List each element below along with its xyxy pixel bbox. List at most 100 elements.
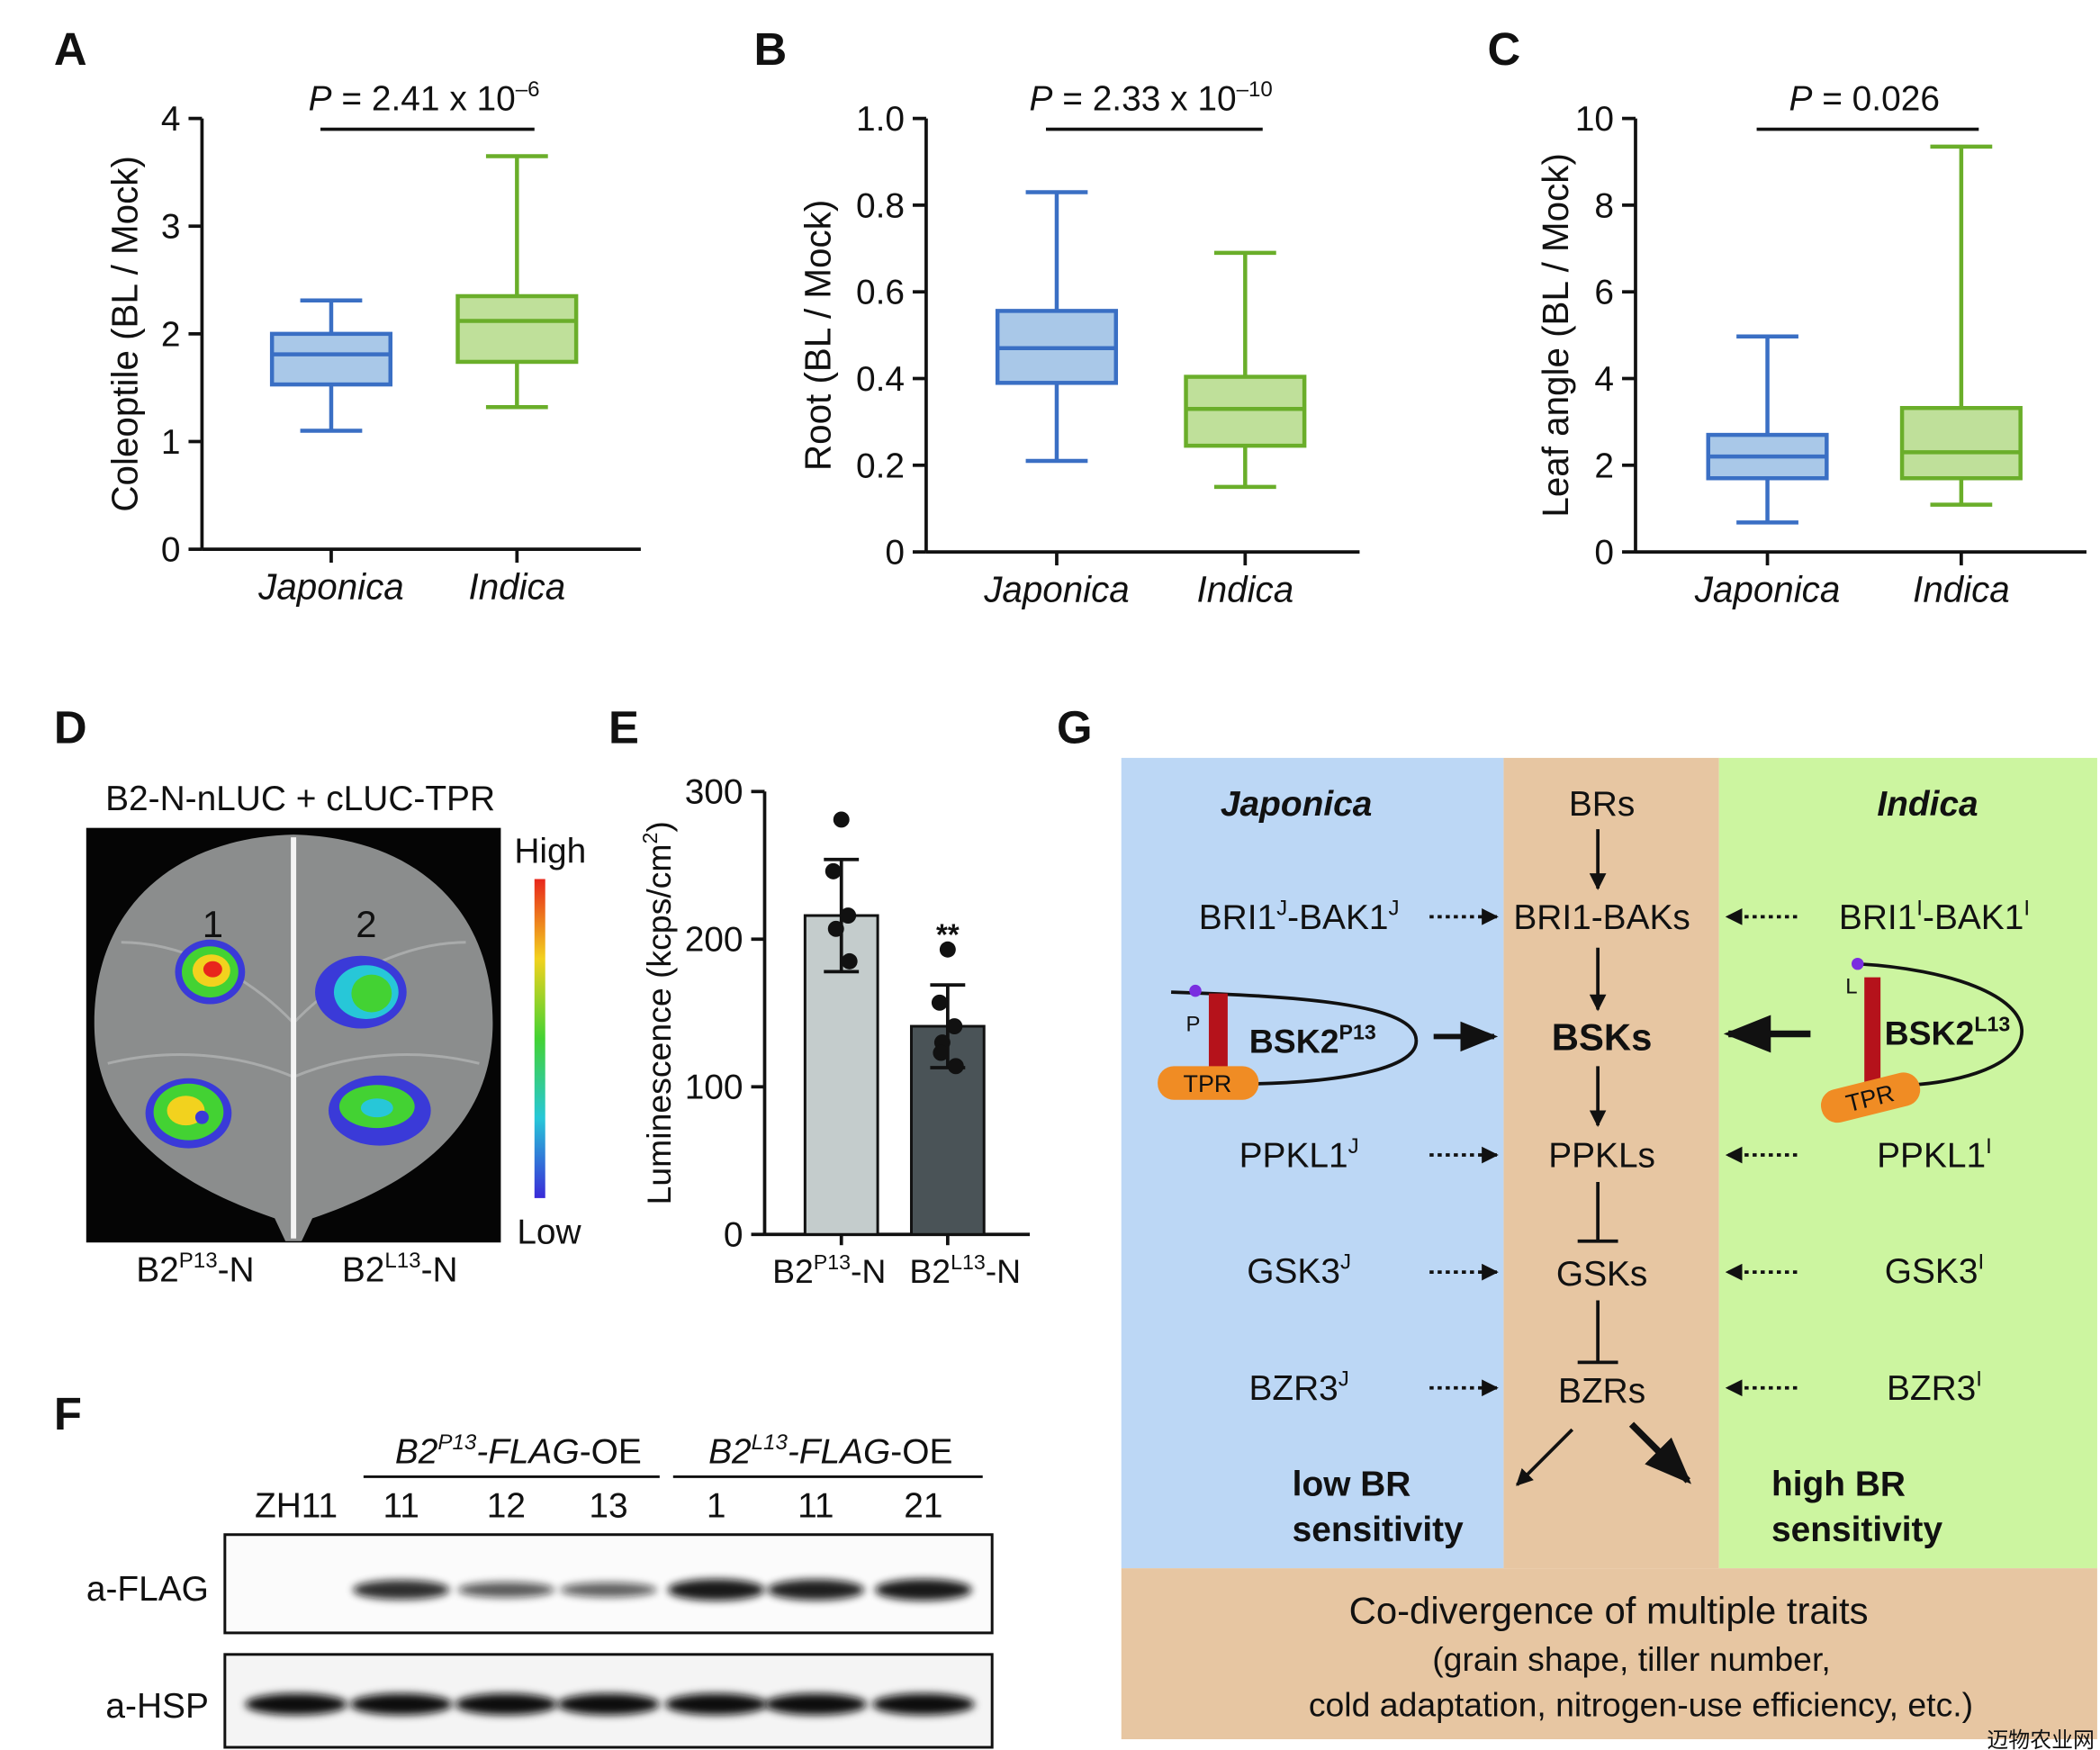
scale-label: High bbox=[514, 833, 586, 871]
image-label-part: -N bbox=[218, 1251, 255, 1290]
pathway-item-part: GSK3 bbox=[1885, 1252, 1978, 1291]
lane-label: ZH11 bbox=[255, 1486, 338, 1525]
p-value-part: P bbox=[1789, 80, 1812, 119]
pathway-item-part: J bbox=[1348, 1134, 1359, 1159]
panel-letter: F bbox=[54, 1388, 82, 1439]
image-label-part: P13 bbox=[179, 1249, 218, 1273]
panel-letter: D bbox=[54, 701, 87, 753]
footer: cold adaptation, nitrogen-use efficiency… bbox=[1309, 1686, 1973, 1724]
lane-group-part: -OE bbox=[580, 1432, 642, 1471]
y-axis-label-part: Luminescence (kcps/cm bbox=[640, 844, 678, 1205]
image-label-part: -N bbox=[421, 1251, 458, 1290]
blot-band bbox=[875, 1579, 972, 1601]
x-tick-label: Indica bbox=[468, 565, 565, 607]
panel-letter: G bbox=[1057, 701, 1093, 753]
x-tick-label-part: -N bbox=[851, 1252, 886, 1290]
pathway-item-part: PPKL1 bbox=[1239, 1136, 1348, 1175]
y-tick-label: 4 bbox=[161, 100, 181, 139]
pathway-item-part: BZR3 bbox=[1248, 1369, 1338, 1408]
blot-band bbox=[349, 1693, 453, 1716]
pathway-item-part: I bbox=[2023, 896, 2030, 920]
pathway-item-part: -BAK1 bbox=[1287, 898, 1388, 937]
y-axis-label-part: 2 bbox=[638, 833, 662, 844]
image-label: B2L13-N bbox=[342, 1249, 458, 1290]
y-axis-label-part: ) bbox=[640, 821, 678, 832]
watermark: 迈物农业网 bbox=[1987, 1728, 2095, 1750]
y-tick-label: 2 bbox=[1594, 447, 1614, 485]
lane-group-part: -FLAG bbox=[788, 1432, 890, 1471]
p-value: P = 0.026 bbox=[1789, 80, 1939, 119]
p-value-part: P bbox=[1030, 80, 1053, 119]
x-tick-label: Indica bbox=[1913, 568, 2010, 609]
data-point bbox=[931, 994, 948, 1011]
data-point bbox=[840, 907, 857, 925]
pathway-item-part: I bbox=[1976, 1367, 1982, 1392]
image-label-part: L13 bbox=[384, 1249, 420, 1273]
pathway-item-part: BZR3 bbox=[1887, 1369, 1976, 1408]
significance: ** bbox=[936, 917, 960, 951]
group-title: Japonica bbox=[1221, 785, 1372, 824]
row-label: a-FLAG bbox=[86, 1570, 209, 1609]
pathway-core: BRs bbox=[1569, 785, 1635, 824]
panel-letter: B bbox=[754, 23, 788, 75]
outcome: high BR bbox=[1771, 1465, 1906, 1503]
pathway-item-part: J bbox=[1388, 896, 1399, 920]
p-value-part: = 2.33 x 10 bbox=[1052, 80, 1236, 119]
pathway-item-part: J bbox=[1338, 1367, 1349, 1392]
image-label-part: B2 bbox=[342, 1251, 385, 1290]
lane-label: 13 bbox=[589, 1486, 627, 1525]
y-tick-label: 0.8 bbox=[856, 186, 905, 225]
pathway-item: GSK3J bbox=[1247, 1250, 1351, 1292]
outcome: low BR bbox=[1293, 1465, 1411, 1503]
y-tick-label: 1 bbox=[161, 423, 181, 462]
y-tick-label: 200 bbox=[685, 921, 744, 960]
lane-label: 1 bbox=[707, 1486, 726, 1525]
lane-label: 12 bbox=[487, 1486, 526, 1525]
y-tick-label: 8 bbox=[1594, 186, 1614, 225]
pathway-diagram bbox=[1121, 757, 2097, 1740]
leaf-image bbox=[86, 827, 545, 1243]
y-tick-label: 0 bbox=[161, 531, 181, 570]
p-value-part: –6 bbox=[516, 77, 540, 102]
pathway-item-part: GSK3 bbox=[1247, 1252, 1340, 1291]
x-tick-label: Japonica bbox=[1694, 568, 1841, 609]
y-tick-label: 0 bbox=[1594, 534, 1614, 573]
p-value-part: = 2.41 x 10 bbox=[332, 80, 516, 119]
pathway-item-part: J bbox=[1340, 1250, 1351, 1275]
x-tick-label: Japonica bbox=[257, 565, 404, 607]
pathway-core: PPKLs bbox=[1548, 1136, 1655, 1175]
x-tick-label-part: B2 bbox=[909, 1252, 951, 1290]
y-axis-label: Leaf angle (BL / Mock) bbox=[1535, 153, 1576, 518]
lane-label: 11 bbox=[798, 1486, 834, 1525]
pathway-item-part: I bbox=[1986, 1134, 1992, 1159]
spot-label: 1 bbox=[203, 903, 223, 945]
data-point bbox=[827, 920, 844, 937]
group-title: Indica bbox=[1877, 785, 1978, 824]
y-tick-label: 100 bbox=[685, 1069, 744, 1107]
p-value-part: P bbox=[309, 80, 332, 119]
image-label: B2P13-N bbox=[136, 1249, 254, 1290]
residue: L bbox=[1845, 975, 1857, 999]
blot-band bbox=[352, 1580, 450, 1600]
pathway-item-part: BRI1 bbox=[1839, 898, 1916, 937]
x-tick-label: B2L13-N bbox=[909, 1250, 1021, 1290]
lane-group-part: -OE bbox=[890, 1432, 952, 1471]
protein-label-part: BSK2 bbox=[1249, 1022, 1339, 1060]
blot-band bbox=[664, 1693, 768, 1716]
lane-group-part: L13 bbox=[752, 1430, 789, 1455]
y-tick-label: 300 bbox=[685, 773, 744, 812]
scale-label: Low bbox=[517, 1213, 581, 1252]
x-tick-label-part: B2 bbox=[772, 1252, 814, 1290]
panel-letter: C bbox=[1488, 23, 1521, 75]
pathway-core: BZRs bbox=[1558, 1372, 1645, 1411]
y-tick-label: 4 bbox=[1594, 360, 1614, 399]
outcome: sensitivity bbox=[1771, 1511, 1942, 1549]
box bbox=[1184, 374, 1307, 448]
x-tick-label: B2P13-N bbox=[772, 1250, 886, 1290]
blot-band bbox=[764, 1693, 868, 1716]
data-point bbox=[933, 1044, 950, 1061]
y-tick-label: 3 bbox=[161, 208, 181, 247]
pathway-core: BRI1-BAKs bbox=[1513, 898, 1690, 937]
